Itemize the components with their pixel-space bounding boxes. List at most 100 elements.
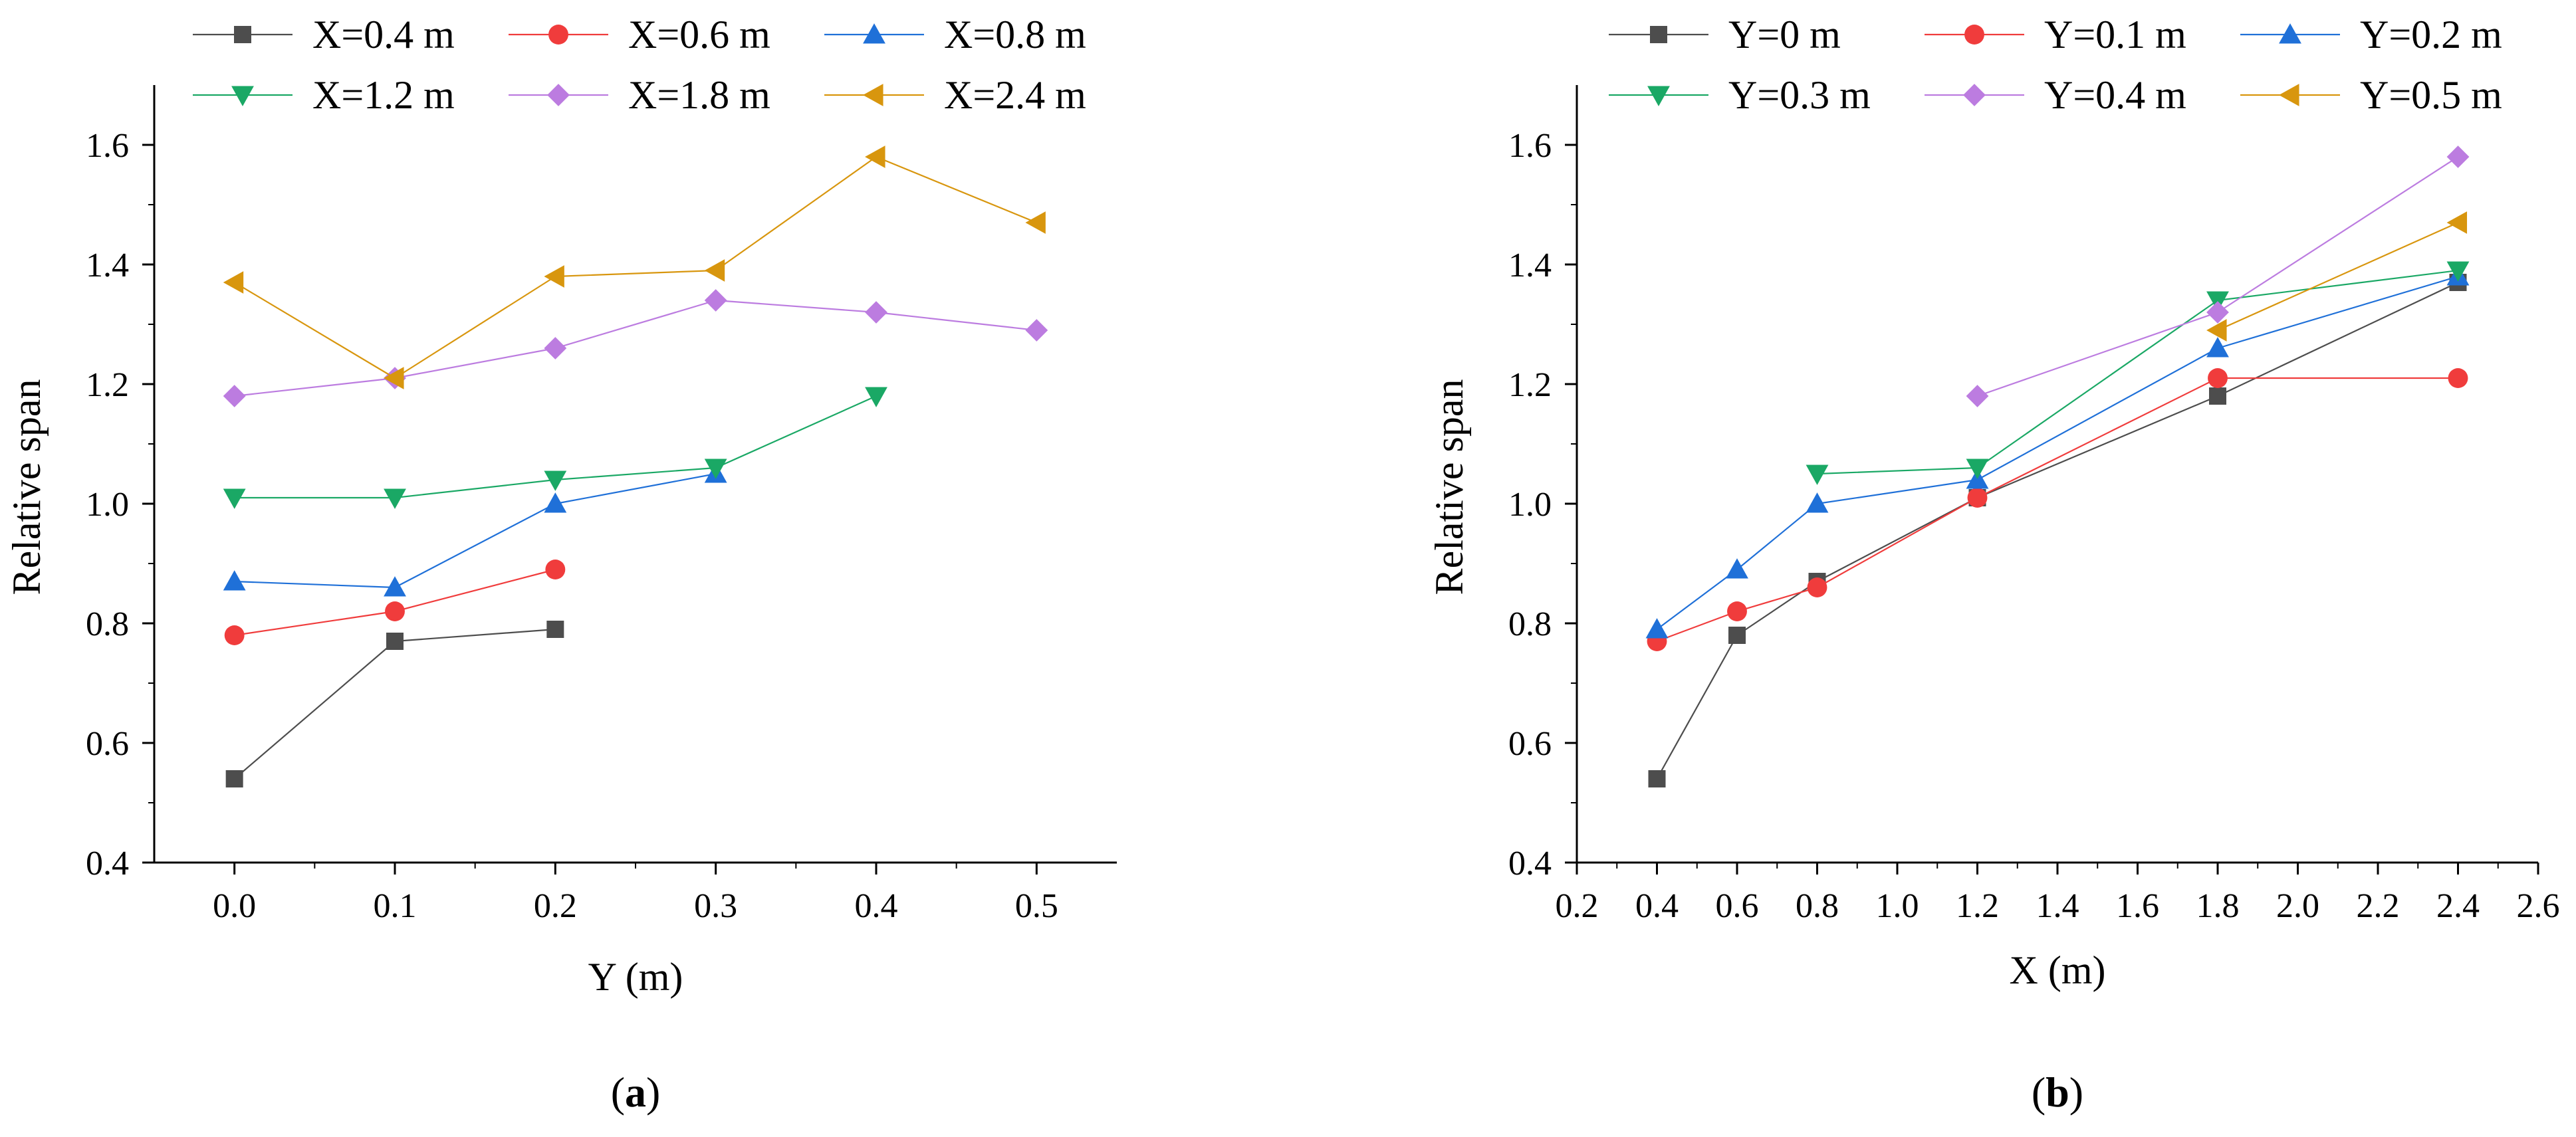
chart-panel-b: 0.40.60.81.01.21.41.60.2 0.4 0.6 0.8 1.0 1.2 1… [1427,13,2560,1116]
legend-marker [547,84,570,106]
data-point: Y=0.2 m: (0.4, 0.79) [1645,618,1669,639]
y-axis-title: Relative span [5,379,49,595]
x-tick-label: 2.6 [2517,887,2560,925]
data-point: X=2.4 m: (0.5, 1.47) [1025,211,1046,234]
data-point: Y=0.2 m: (0.6, 0.89) [1726,558,1748,579]
data-point: X=1.8 m: (0.4, 1.32) [865,301,887,324]
x-tick-label: 0.6 [1716,887,1759,925]
x-tick-label: 1.6 [2116,887,2159,925]
data-point: Y=0.2 m: (0.8, 1.00) [1806,492,1829,513]
data-point: X=0.6 m: (0.1, 0.82) [385,601,405,621]
legend-marker [2279,23,2301,44]
x-tick-label: 0.5 [1015,887,1058,925]
data-point: X=1.2 m: (0.1, 1.01) [384,488,406,509]
data-point: Y=0.3 m: (1.2, 1.06) [1966,459,1989,479]
x-tick-label: 1.8 [2196,887,2240,925]
legend-label: Y=0 m [1728,13,1841,56]
x-tick-label: 2.2 [2357,887,2400,925]
legend-marker [231,86,254,106]
data-point: X=1.8 m: (0.5, 1.29) [1025,319,1048,342]
legend-label: Y=0.1 m [2044,13,2186,56]
x-tick-label: 0.4 [1635,887,1679,925]
y-tick-label: 0.4 [86,845,129,882]
series-line-X=0.8 m [234,472,716,589]
x-tick-label: 0.3 [694,887,737,925]
data-point: Y=0.2 m: (1.8, 1.26) [2206,337,2229,358]
y-tick-label: 1.2 [1508,366,1552,404]
y-tick-label: 1.0 [86,486,129,524]
data-point: X=0.8 m: (0, 0.87) [223,570,246,591]
legend-marker [863,23,885,44]
data-point: Y=0.3 m: (0.8, 1.05) [1806,465,1829,485]
data-point: X=0.4 m: (0, 0.54) [225,770,243,787]
y-tick-label: 0.4 [1508,845,1552,882]
data-point: Y=0.1 m: (1.8, 1.21) [2208,368,2228,388]
x-tick-label: 1.0 [1876,887,1919,925]
data-point: Y=0.1 m: (1.2, 1.01) [1967,488,1988,508]
data-point: X=1.8 m: (0.2, 1.26) [544,337,567,360]
y-tick-label: 0.8 [1508,605,1552,643]
data-point: Y=0 m: (0.4, 0.54) [1648,770,1666,787]
data-point: Y=0 m: (0.6, 0.78) [1728,627,1746,644]
data-point: X=2.4 m: (0.2, 1.38) [544,265,564,288]
y-tick-label: 1.0 [1508,486,1552,524]
data-point: X=0.4 m: (0.2, 0.79) [546,621,564,638]
series-line-Y=0 m [1656,282,2458,779]
x-tick-label: 0.4 [855,887,898,925]
data-point: Y=0.1 m: (0.6, 0.82) [1727,601,1747,621]
legend-label: Y=0.2 m [2360,13,2502,56]
y-tick-label: 1.4 [86,247,129,284]
panel-label: (a) [611,1069,661,1116]
data-point: X=2.4 m: (0.1, 1.21) [384,367,404,389]
legend-label: X=0.8 m [944,13,1086,56]
legend-label: X=1.8 m [628,73,770,117]
series-line-Y=0.1 m [1657,377,2458,643]
y-axis-title: Relative span [1427,379,1471,595]
series-line-Y=0.4 m [1977,156,2459,397]
y-tick-label: 0.8 [86,605,129,643]
y-tick-label: 0.6 [1508,725,1552,763]
data-point: Y=0.1 m: (0.8, 0.86) [1807,577,1827,597]
y-tick-label: 1.6 [86,127,129,165]
x-tick-label: 2.4 [2436,887,2480,925]
x-tick-label: 0.8 [1796,887,1839,925]
legend-label: X=1.2 m [312,73,455,117]
data-point: Y=0.4 m: (2.4, 1.58) [2446,146,2470,168]
data-point: Y=0.4 m: (1.8, 1.32) [2206,301,2229,324]
x-tick-label: 1.4 [2036,887,2079,925]
data-point: X=0.8 m: (0.2, 1.00) [544,492,567,513]
data-point: X=1.2 m: (0, 1.01) [223,488,246,509]
legend-marker [548,25,568,45]
series-line-X=1.8 m [234,299,1037,397]
series-line-Y=0.5 m [2217,221,2458,332]
y-tick-label: 1.2 [86,366,129,404]
data-point: X=0.6 m: (0.2, 0.89) [545,560,566,579]
x-tick-label: 0.2 [534,887,577,925]
legend-marker [1964,25,1984,45]
legend-marker [2279,84,2299,106]
data-point: X=0.6 m: (0, 0.78) [224,625,245,645]
data-point: X=1.8 m: (0, 1.18) [223,385,246,407]
panel-label: (b) [2032,1069,2083,1116]
legend-marker [1963,84,1986,106]
data-point: Y=0.5 m: (2.4, 1.47) [2446,211,2468,234]
y-tick-label: 1.6 [1508,127,1552,165]
y-tick-label: 0.6 [86,725,129,763]
legend-marker [863,84,883,106]
legend-marker [234,26,251,43]
data-point: Y=0.5 m: (1.8, 1.29) [2206,319,2227,342]
x-axis-title: Y (m) [588,955,683,999]
x-tick-label: 2.0 [2276,887,2319,925]
legend-label: X=2.4 m [944,73,1086,117]
data-point: X=1.2 m: (0.2, 1.04) [544,470,567,491]
data-point: X=1.8 m: (0.3, 1.34) [704,289,727,312]
x-tick-label: 0.1 [374,887,417,925]
x-tick-label: 0.0 [213,887,256,925]
data-point: X=0.8 m: (0.1, 0.86) [384,576,406,597]
series-line-X=2.4 m [234,155,1037,379]
data-point: X=0.4 m: (0.1, 0.77) [386,633,404,650]
data-point: Y=0 m: (1.8, 1.18) [2209,387,2226,405]
series-line-Y=0.2 m [1656,275,2458,630]
legend-marker [1650,26,1667,43]
